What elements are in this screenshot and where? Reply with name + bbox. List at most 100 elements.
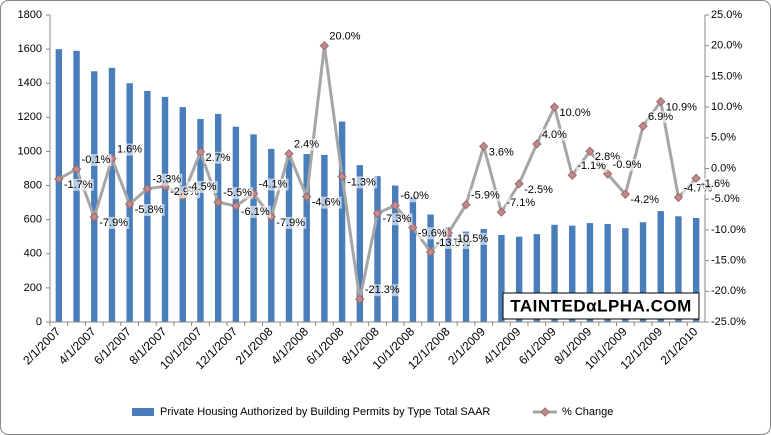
watermark: TAINTEDαLPHA.COM: [510, 296, 692, 315]
marker: [372, 208, 383, 219]
data-label: -1.6%: [701, 178, 730, 190]
data-label-bg: [328, 30, 362, 43]
data-label: 10.0%: [560, 107, 591, 119]
y-tick-label: 400: [24, 248, 42, 260]
bar: [533, 234, 541, 322]
data-label-bg: [647, 111, 675, 124]
marker: [337, 171, 347, 182]
marker: [319, 40, 330, 51]
bar: [161, 96, 169, 322]
y-tick-label: 0: [36, 316, 42, 328]
data-label-bg: [346, 176, 378, 189]
data-label-bg: [115, 143, 144, 156]
data-label-bg: [98, 216, 130, 229]
y2-tick-label: 15.0%: [711, 70, 742, 82]
data-label-bg: [664, 101, 699, 114]
bar: [108, 67, 116, 322]
data-label: -5.8%: [135, 204, 164, 216]
marker: [124, 199, 135, 209]
y-tick-label: 800: [24, 179, 42, 191]
y-tick-label: 200: [24, 282, 42, 294]
y2-tick-label: -5.0%: [711, 193, 740, 205]
y2-tick-label: 20.0%: [711, 40, 742, 52]
y-tick-label: 1000: [18, 145, 42, 157]
bar: [392, 185, 399, 322]
data-label: -1.3%: [347, 176, 376, 188]
y-tick-label: 1400: [18, 77, 42, 89]
bar: [604, 223, 611, 322]
bar: [498, 235, 505, 322]
marker: [54, 174, 64, 184]
data-label-bg: [222, 187, 254, 200]
bar: [91, 71, 98, 323]
data-label: -2.5%: [524, 184, 553, 196]
bar: [321, 154, 328, 322]
y2-tick-label: 5.0%: [711, 132, 736, 144]
y2-tick-label: -20.0%: [711, 285, 746, 297]
data-label: -7.9%: [99, 217, 128, 229]
bar: [480, 229, 487, 322]
bar: [338, 121, 346, 322]
bar: [374, 176, 381, 322]
marker: [673, 192, 684, 203]
data-label: 4.0%: [542, 129, 567, 141]
bar: [409, 196, 417, 322]
marker: [425, 247, 436, 257]
marker: [532, 139, 542, 149]
legend-label: Private Housing Authorized by Building P…: [160, 406, 490, 418]
data-label: -21.3%: [365, 284, 400, 296]
marker: [89, 212, 99, 222]
data-label-bg: [505, 197, 537, 210]
bar: [692, 217, 700, 322]
y-tick-label: 1600: [18, 43, 42, 55]
data-label: -1.7%: [64, 179, 93, 191]
data-label-bg: [558, 107, 592, 120]
data-label-bg: [487, 146, 516, 159]
data-label: -7.9%: [276, 217, 305, 229]
marker: [71, 164, 82, 174]
data-label-bg: [700, 178, 732, 191]
bar: [285, 157, 293, 322]
data-label: -4.6%: [312, 197, 341, 209]
bar: [55, 49, 63, 322]
data-label: -3.3%: [152, 174, 181, 186]
data-label-bg: [540, 128, 569, 141]
marker: [301, 192, 312, 202]
bar: [303, 154, 310, 322]
data-label-bg: [310, 196, 342, 209]
data-label-bg: [257, 178, 289, 191]
marker: [638, 121, 648, 131]
data-label-bg: [399, 190, 431, 203]
marker: [620, 189, 631, 199]
bar: [268, 148, 275, 322]
marker: [390, 200, 400, 211]
data-label: -4.5%: [188, 181, 217, 193]
marker: [602, 169, 613, 179]
data-label-bg: [80, 154, 112, 167]
data-label: -10.5%: [453, 233, 488, 245]
bar: [622, 228, 629, 322]
bar: [197, 119, 204, 323]
data-label-bg: [381, 213, 413, 226]
y-tick-label: 600: [24, 214, 42, 226]
data-label: -4.1%: [259, 179, 288, 191]
legend-label: % Change: [562, 406, 613, 418]
y2-tick-label: -25.0%: [711, 316, 746, 328]
marker: [355, 294, 365, 304]
bar: [445, 227, 452, 322]
bar: [232, 126, 240, 322]
data-label-bg: [133, 204, 165, 217]
data-label: -6.1%: [241, 206, 270, 218]
data-label: 1.6%: [117, 144, 142, 156]
data-label-bg: [292, 138, 321, 151]
bar: [179, 107, 186, 322]
marker: [461, 200, 471, 210]
data-label-bg: [239, 205, 271, 218]
data-label-bg: [611, 158, 643, 171]
data-label: 20.0%: [329, 31, 360, 43]
legend-marker: [540, 407, 550, 417]
bar: [551, 224, 558, 322]
data-label-bg: [470, 189, 501, 202]
y-tick-label: 1800: [18, 9, 42, 21]
data-label: -0.1%: [82, 154, 111, 166]
